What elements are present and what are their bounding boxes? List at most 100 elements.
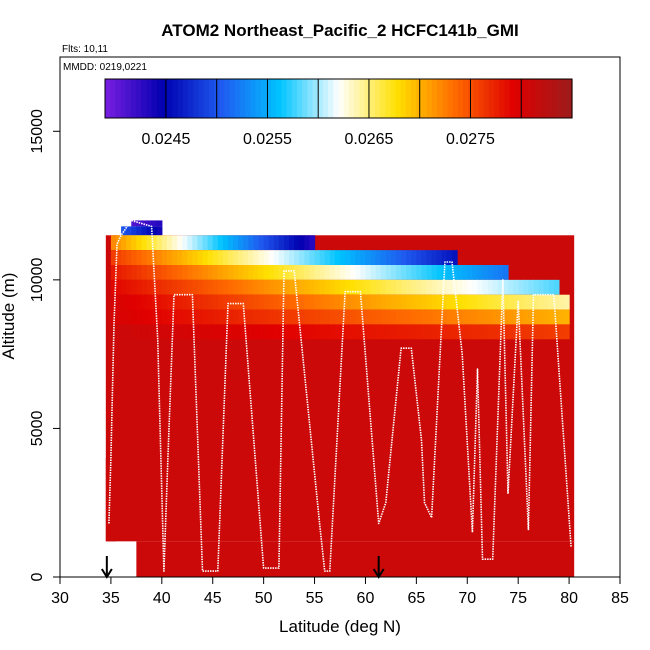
colorbar-cell: [307, 79, 314, 118]
heatmap-cell: [294, 250, 300, 265]
heatmap-cell: [278, 309, 285, 325]
heatmap-cell: [110, 309, 117, 325]
heatmap-cell: [273, 235, 280, 251]
heatmap-cell: [146, 235, 153, 251]
heatmap-cell: [390, 250, 397, 265]
heatmap-cell: [401, 309, 407, 325]
heatmap-cell: [187, 279, 193, 295]
colorbar-cell: [338, 79, 345, 118]
colorbar: 0.0245 0.0255 0.0265 0.0275: [104, 78, 573, 148]
heatmap-cell: [375, 309, 382, 325]
heatmap-cell: [436, 265, 443, 280]
heatmap-cell: [477, 309, 484, 325]
heatmap-cell: [268, 324, 275, 340]
heatmap-cell: [396, 265, 402, 280]
heatmap-cell: [416, 265, 423, 280]
heatmap-cell: [228, 279, 234, 295]
heatmap-cell: [121, 309, 127, 325]
heatmap-cell: [319, 309, 326, 325]
heatmap-cell: [528, 309, 535, 325]
heatmap-cell: [538, 324, 545, 340]
heatmap-cell: [202, 235, 209, 251]
heatmap-cell: [207, 265, 214, 280]
heatmap-cell: [289, 265, 295, 280]
heatmap-cell: [467, 309, 473, 325]
heatmap-cell: [263, 324, 270, 340]
heatmap-cell: [177, 279, 183, 295]
colorbar-cell: [156, 79, 163, 118]
flights-label: Flts: 10,11: [62, 44, 108, 55]
heatmap-cell: [431, 250, 438, 265]
heatmap-cell: [131, 235, 137, 251]
colorbar-cell: [224, 79, 231, 118]
heatmap-cell: [334, 324, 341, 340]
heatmap-cell: [177, 250, 183, 265]
heatmap-cell: [217, 235, 224, 251]
heatmap-cell: [472, 309, 479, 325]
heatmap-cell: [436, 250, 443, 265]
heatmap-cell: [192, 235, 199, 251]
heatmap-cell: [116, 294, 122, 310]
heatmap-cell: [187, 250, 193, 265]
heatmap-cell: [304, 294, 311, 310]
heatmap-cell: [248, 279, 255, 295]
heatmap-cell: [151, 226, 158, 236]
heatmap-cell: [345, 324, 351, 340]
heatmap-cell: [523, 279, 529, 295]
colorbar-cell: [348, 79, 355, 118]
heatmap-cell: [187, 309, 193, 325]
colorbar-cell: [328, 79, 334, 118]
heatmap-cell: [508, 324, 514, 340]
colorbar-cell: [115, 79, 122, 118]
heatmap-cell: [222, 324, 229, 340]
heatmap-cell: [355, 294, 361, 310]
heatmap-cell: [258, 309, 265, 325]
heatmap-cell: [528, 279, 535, 295]
heatmap-cell: [289, 279, 295, 295]
heatmap-cell: [268, 235, 275, 251]
heatmap-cell: [462, 294, 468, 310]
heatmap-cell: [441, 324, 448, 340]
heatmap-cell: [233, 265, 239, 280]
heatmap-cell: [513, 294, 519, 310]
heatmap-cell: [121, 294, 127, 310]
heatmap-cell: [289, 294, 295, 310]
heatmap-cell: [416, 250, 423, 265]
heatmap-cell: [212, 294, 219, 310]
heatmap-cell: [263, 235, 270, 251]
heatmap-cell: [172, 324, 178, 340]
heatmap-cell: [187, 265, 193, 280]
heatmap-cell: [299, 235, 305, 251]
heatmap-cell: [396, 324, 402, 340]
heatmap-cell: [324, 324, 331, 340]
heatmap-cell: [452, 265, 458, 280]
heatmap-cell: [492, 324, 499, 340]
heatmap-cell: [253, 235, 260, 251]
heatmap-cell: [462, 324, 468, 340]
heatmap-cell: [126, 226, 132, 236]
heatmap-cell: [457, 265, 463, 280]
heatmap-cell: [177, 235, 183, 251]
heatmap-cell: [314, 324, 321, 340]
colorbar-cell: [125, 79, 132, 118]
heatmap-cell: [197, 294, 204, 310]
heatmap-cell: [166, 279, 173, 295]
heatmap-cell: [121, 250, 127, 265]
heatmap-cell: [324, 250, 331, 265]
heatmap-cell: [172, 294, 178, 310]
heatmap-cell: [421, 324, 428, 340]
heatmap-cell: [334, 250, 341, 265]
heatmap-cell: [309, 279, 316, 295]
heatmap-cell: [411, 294, 417, 310]
heatmap-cell: [222, 309, 229, 325]
heatmap-cell: [146, 226, 153, 236]
heatmap-cell: [238, 235, 244, 251]
heatmap-cell: [151, 324, 158, 340]
colorbar-cell: [525, 79, 532, 118]
heatmap-cell: [421, 279, 428, 295]
heatmap-cell: [141, 250, 148, 265]
heatmap-cell: [172, 250, 178, 265]
heatmap-cell: [431, 265, 438, 280]
heatmap-cell: [187, 294, 193, 310]
heatmap-cell: [309, 250, 316, 265]
